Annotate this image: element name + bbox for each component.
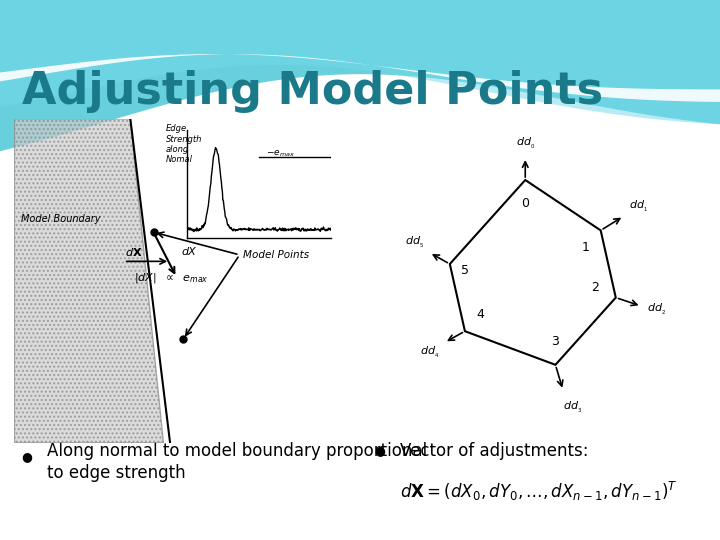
Text: $dd_{_3}$: $dd_{_3}$ — [562, 400, 582, 415]
Text: 4: 4 — [476, 308, 484, 321]
Text: 0: 0 — [521, 197, 529, 210]
Text: Vector of adjustments:: Vector of adjustments: — [400, 442, 588, 460]
Text: ●: ● — [374, 444, 385, 457]
Text: ●: ● — [22, 450, 32, 463]
Text: 5: 5 — [461, 264, 469, 277]
Text: 1: 1 — [582, 241, 590, 254]
Polygon shape — [450, 180, 616, 365]
Text: Model Points: Model Points — [243, 250, 309, 260]
Text: Along normal to model boundary proportional: Along normal to model boundary proportio… — [47, 442, 427, 460]
Text: Edge
Strength
along
Nomal: Edge Strength along Nomal — [166, 124, 202, 164]
Text: $dd_{_2}$: $dd_{_2}$ — [647, 302, 666, 317]
Text: $|dX|$  $\propto$  $e_{max}$: $|dX|$ $\propto$ $e_{max}$ — [134, 271, 208, 285]
Polygon shape — [14, 119, 163, 443]
Text: $dd_{_0}$: $dd_{_0}$ — [516, 136, 535, 151]
Text: $d\mathbf{X} = (dX_0, dY_0, \ldots, dX_{n-1}, dY_{n-1})^T$: $d\mathbf{X} = (dX_0, dY_0, \ldots, dX_{… — [400, 480, 678, 503]
Text: to edge strength: to edge strength — [47, 463, 186, 482]
Text: $-e_{max}$: $-e_{max}$ — [266, 148, 295, 159]
Text: $dd_{_5}$: $dd_{_5}$ — [405, 235, 424, 250]
Text: dX: dX — [181, 247, 197, 257]
Polygon shape — [0, 54, 720, 102]
Text: Adjusting Model Points: Adjusting Model Points — [22, 70, 603, 113]
Text: 2: 2 — [590, 281, 598, 294]
Text: Model Boundary: Model Boundary — [21, 214, 101, 225]
Text: $dd_{_4}$: $dd_{_4}$ — [420, 345, 439, 360]
Text: 3: 3 — [552, 335, 559, 348]
Polygon shape — [0, 0, 720, 124]
Text: $dd_{_1}$: $dd_{_1}$ — [629, 199, 649, 214]
Polygon shape — [0, 0, 720, 151]
Text: $d\mathbf{X}$: $d\mathbf{X}$ — [125, 246, 143, 259]
